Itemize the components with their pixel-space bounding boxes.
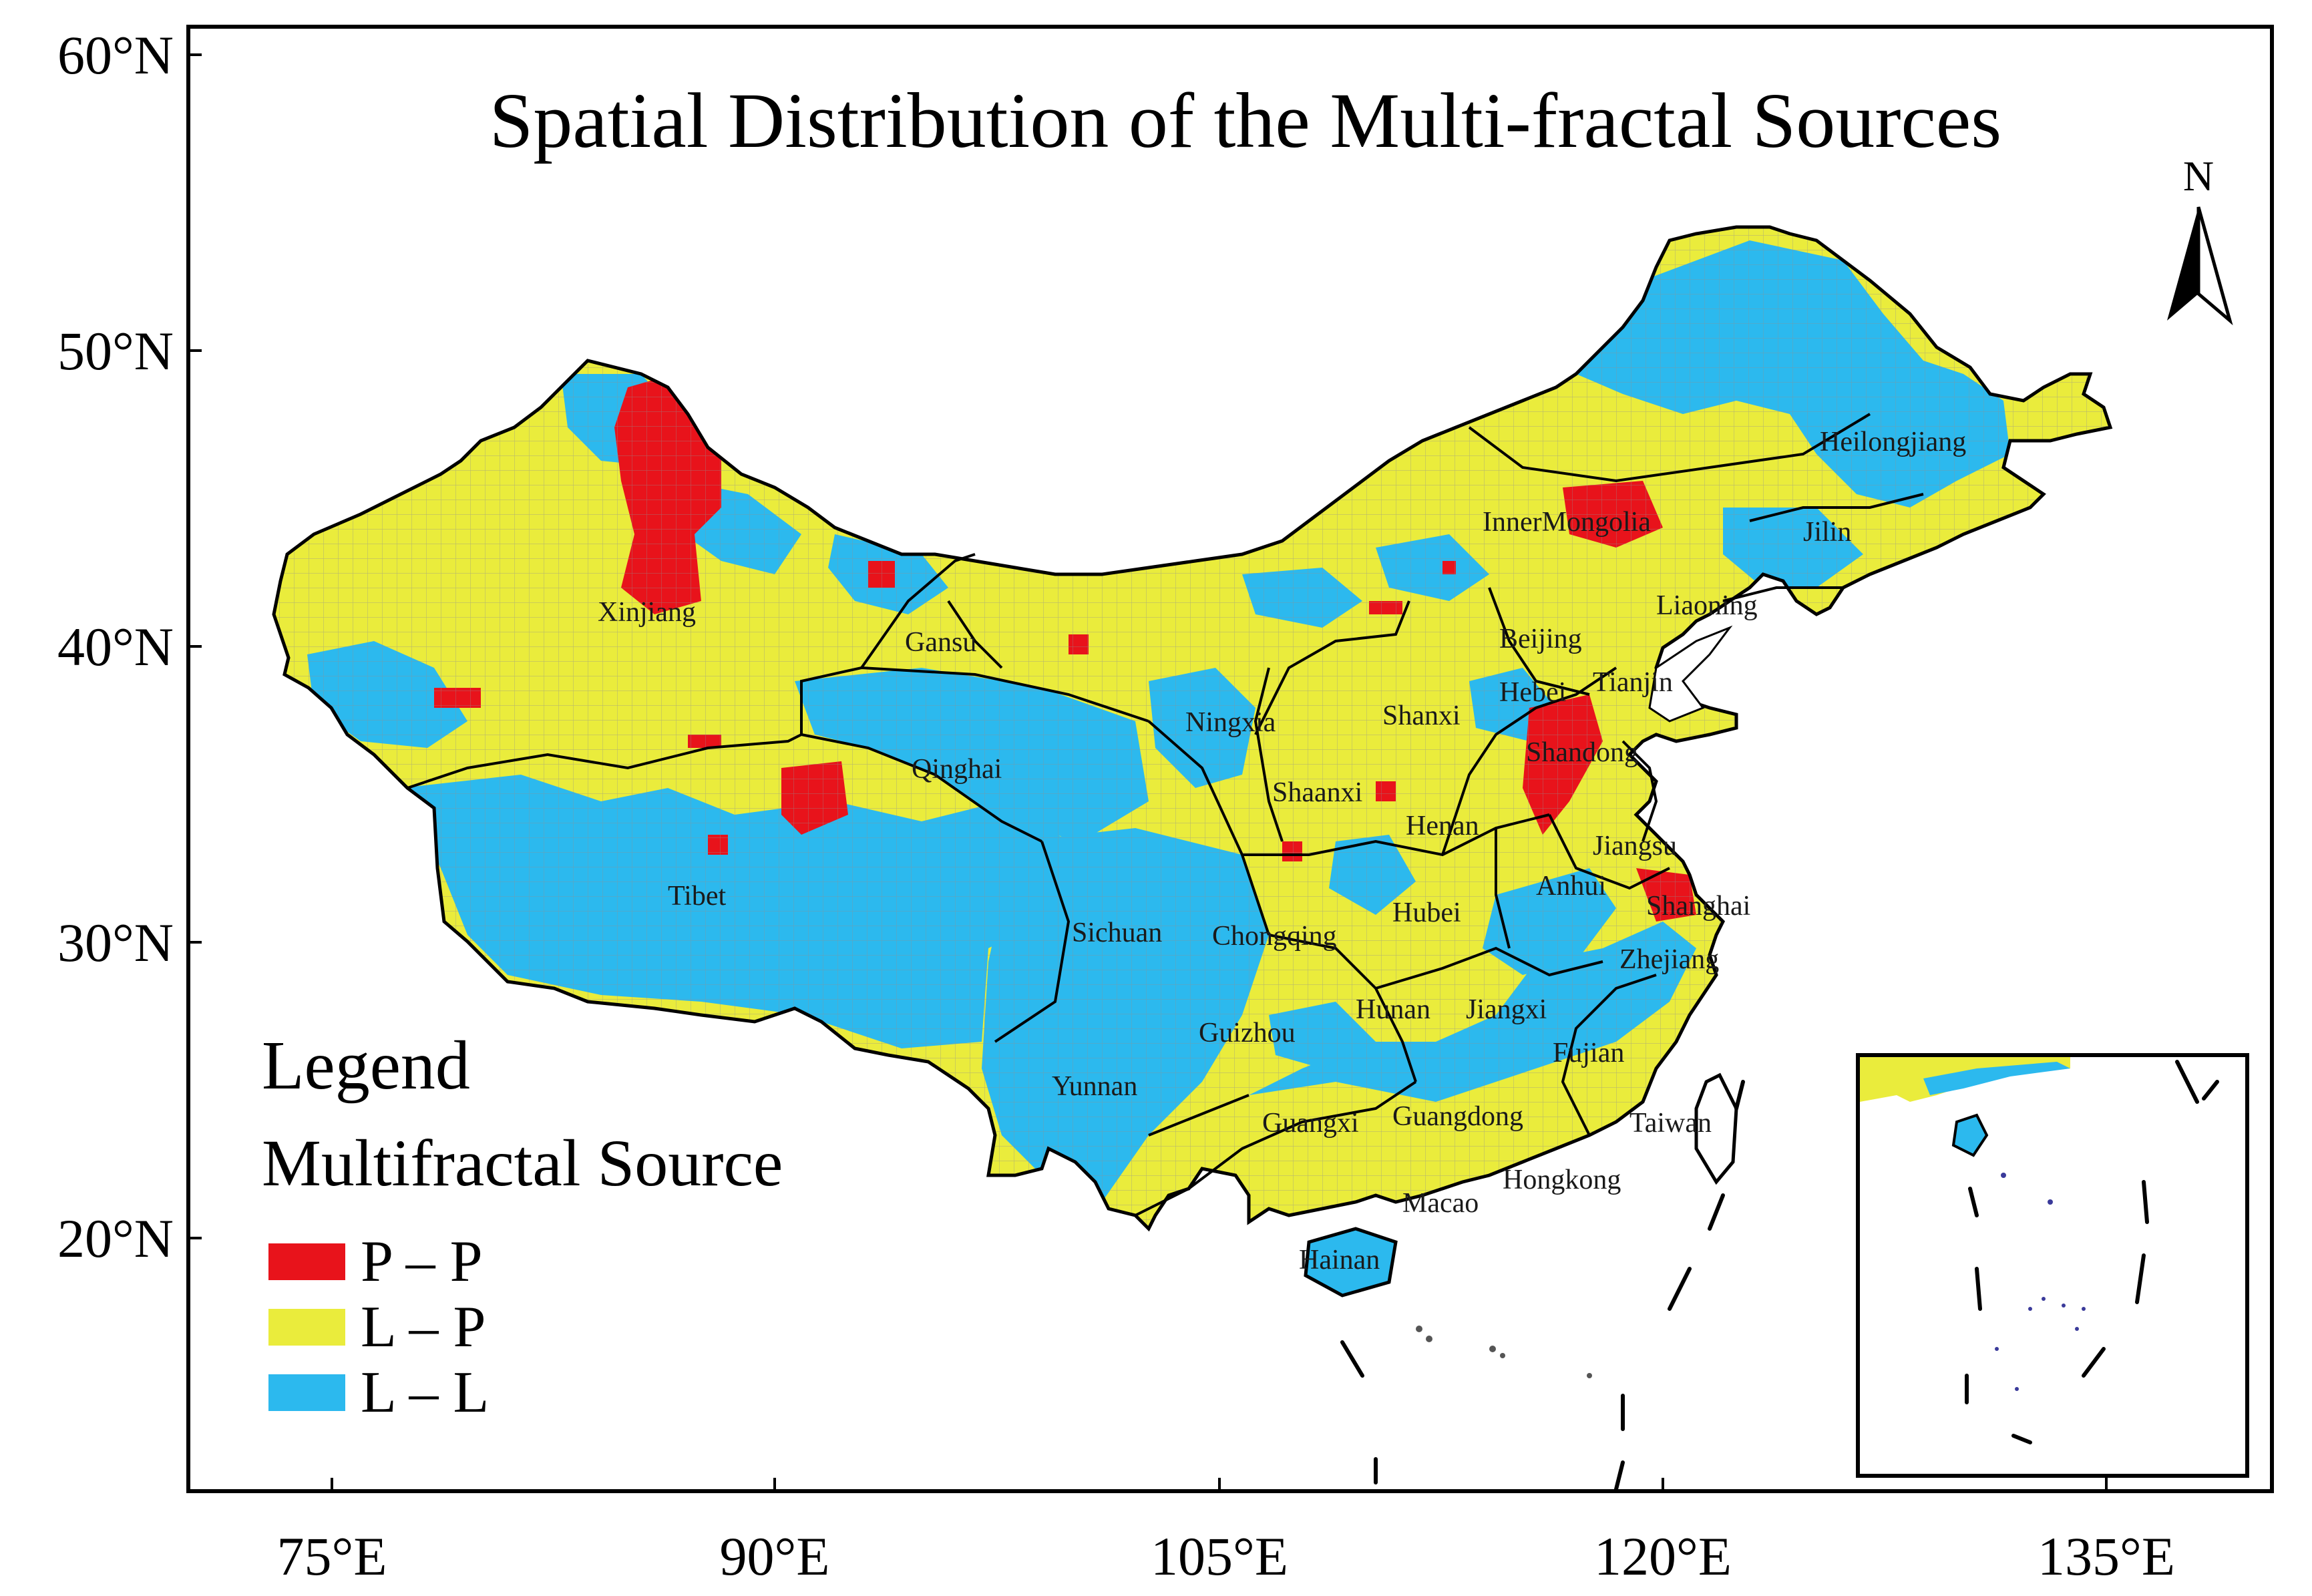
legend-swatch-p-p — [268, 1243, 345, 1280]
lat-label-40: 40°N — [57, 616, 174, 677]
region-label-anhui: Anhui — [1536, 871, 1606, 902]
region-label-hongkong: Hongkong — [1503, 1165, 1621, 1195]
region-label-gansu: Gansu — [905, 627, 976, 658]
taiwan-island — [1694, 1072, 1738, 1185]
lat-label-50: 50°N — [57, 321, 174, 381]
lat-label-20: 20°N — [57, 1208, 174, 1269]
region-label-qinghai: Qinghai — [912, 754, 1002, 785]
lon-label-120: 120°E — [1594, 1526, 1732, 1587]
region-label-taiwan: Taiwan — [1629, 1108, 1712, 1139]
region-label-guangdong: Guangdong — [1392, 1101, 1523, 1132]
lat-label-30: 30°N — [57, 912, 174, 973]
map-title: Spatial Distribution of the Multi-fracta… — [490, 77, 2001, 164]
region-label-hubei: Hubei — [1392, 897, 1461, 928]
lon-label-135: 135°E — [2038, 1526, 2175, 1587]
region-label-shandong: Shandong — [1526, 737, 1638, 768]
region-label-hebei: Hebei — [1499, 677, 1566, 708]
region-label-fujian: Fujian — [1553, 1038, 1624, 1068]
region-label-ningxia: Ningxia — [1185, 707, 1276, 738]
region-label-guizhou: Guizhou — [1199, 1018, 1296, 1048]
region-label-tianjin: Tianjin — [1593, 667, 1673, 698]
region-label-shanghai: Shanghai — [1646, 891, 1750, 922]
south-china-sea-islands — [1416, 1326, 1592, 1378]
lon-label-105: 105°E — [1151, 1526, 1288, 1587]
region-label-inner-mongolia: InnerMongolia — [1483, 507, 1651, 538]
region-label-sichuan: Sichuan — [1072, 918, 1162, 948]
region-label-macao: Macao — [1402, 1188, 1479, 1219]
region-label-beijing: Beijing — [1499, 624, 1582, 654]
north-arrow-label: N — [2183, 152, 2214, 200]
region-label-jiangxi: Jiangxi — [1466, 994, 1547, 1025]
region-label-jilin: Jilin — [1803, 517, 1851, 548]
hainan-island — [1304, 1227, 1398, 1298]
south-china-sea-inset — [1856, 1053, 2249, 1478]
region-label-xinjiang: Xinjiang — [598, 597, 696, 628]
legend-label-l-l: L – L — [361, 1360, 489, 1425]
region-label-shanxi: Shanxi — [1382, 701, 1461, 731]
region-label-henan: Henan — [1406, 811, 1479, 841]
lon-label-75: 75°E — [277, 1526, 387, 1587]
region-label-zhejiang: Zhejiang — [1619, 944, 1719, 975]
region-label-hunan: Hunan — [1356, 994, 1430, 1025]
region-labels: Xinjiang Tibet Qinghai Gansu Sichuan Yun… — [598, 427, 1966, 1275]
legend-heading: Legend — [262, 1027, 470, 1104]
legend-label-p-p: P – P — [361, 1229, 483, 1294]
region-label-guangxi: Guangxi — [1262, 1108, 1359, 1139]
region-label-chongqing: Chongqing — [1212, 921, 1337, 952]
region-label-liaoning: Liaoning — [1656, 590, 1758, 621]
legend-swatch-l-p — [268, 1309, 345, 1346]
legend-subheading: Multifractal Source — [262, 1126, 783, 1200]
region-label-jiangsu: Jiangsu — [1593, 831, 1677, 861]
nine-dash-line — [1340, 1080, 1745, 1491]
latitude-axis — [188, 53, 202, 1239]
longitude-axis — [331, 1478, 2108, 1491]
region-label-tibet: Tibet — [668, 881, 726, 912]
lat-label-60: 60°N — [57, 25, 174, 85]
north-arrow-icon: N — [2167, 152, 2233, 326]
province-boundaries — [407, 413, 1924, 1217]
region-label-shaanxi: Shaanxi — [1272, 777, 1362, 808]
legend: Legend Multifractal Source P – P L – P L… — [262, 1027, 783, 1425]
legend-swatch-l-l — [268, 1374, 345, 1411]
lon-label-90: 90°E — [720, 1526, 830, 1587]
bohai-sea — [1648, 625, 1733, 723]
region-label-heilongjiang: Heilongjiang — [1820, 427, 1966, 457]
region-label-yunnan: Yunnan — [1052, 1071, 1137, 1102]
legend-label-l-p: L – P — [361, 1295, 486, 1360]
region-label-hainan: Hainan — [1299, 1245, 1380, 1275]
